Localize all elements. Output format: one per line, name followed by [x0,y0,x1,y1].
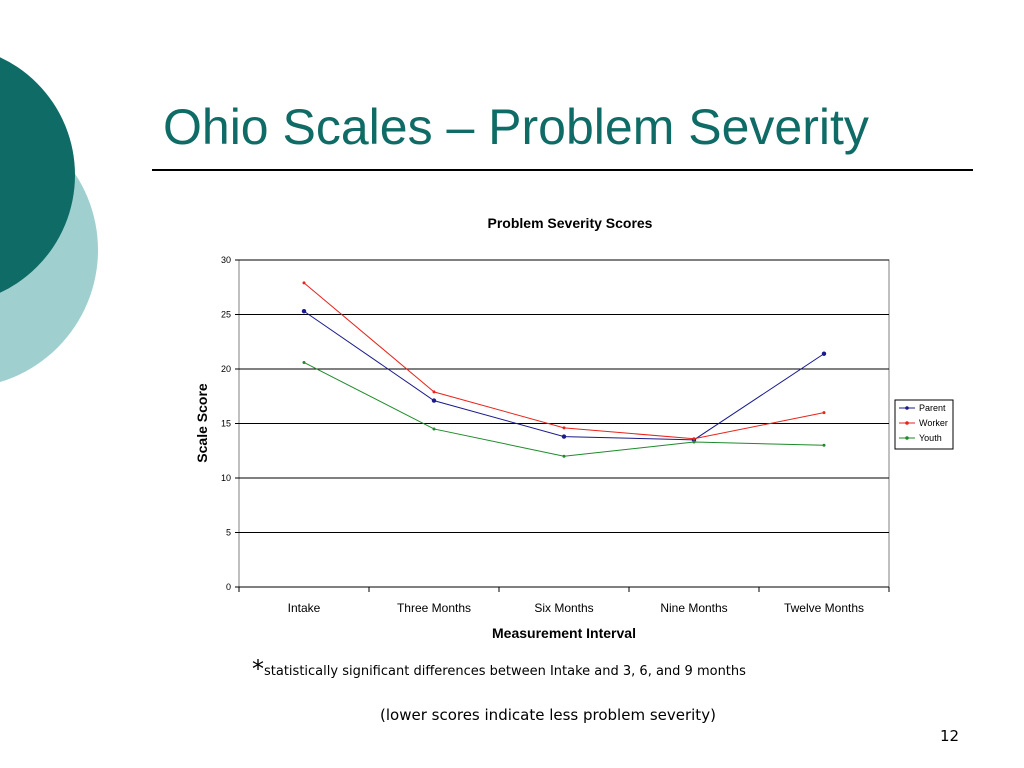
x-tick-label: Twelve Months [784,601,864,615]
data-point-youth [822,443,826,447]
page-number: 12 [940,727,960,745]
legend-marker-parent [905,406,909,410]
footnote-asterisk: * [252,655,264,683]
data-point-parent [561,434,567,439]
data-point-worker [692,437,696,441]
x-tick-label: Six Months [534,601,593,615]
legend-label-youth: Youth [919,433,942,443]
significance-footnote: *statistically significant differences b… [252,655,746,683]
y-axis-label: Scale Score [194,383,210,463]
legend-box [894,399,954,450]
y-tick-label: 30 [221,255,231,265]
data-point-parent [431,398,437,403]
interpretation-note: (lower scores indicate less problem seve… [380,706,716,724]
data-point-parent [301,309,307,314]
chart-title: Problem Severity Scores [488,215,653,231]
data-point-worker [562,426,566,430]
data-point-parent [821,351,827,356]
data-point-youth [562,454,566,458]
x-axis-label: Measurement Interval [492,625,636,641]
data-point-worker [432,390,436,394]
data-point-worker [302,281,306,285]
y-tick-label: 20 [221,364,231,374]
decorative-circles [0,57,98,383]
y-tick-label: 10 [221,473,231,483]
legend-marker-youth [905,436,909,440]
legend-marker-worker [905,421,909,425]
x-tick-label: Nine Months [660,601,727,615]
y-tick-label: 15 [221,419,231,429]
title-divider [152,169,973,171]
x-tick-label: Intake [288,601,321,615]
y-tick-label: 0 [226,582,231,592]
data-point-youth [432,427,436,431]
slide-title: Ohio Scales – Problem Severity [163,99,869,155]
x-tick-label: Three Months [397,601,471,615]
legend-label-parent: Parent [919,403,946,413]
data-point-youth [692,440,696,444]
legend-label-worker: Worker [919,418,948,428]
footnote-text: statistically significant differences be… [264,664,746,679]
y-tick-label: 25 [221,310,231,320]
data-point-worker [822,411,826,415]
dark-teal-circle [0,57,75,293]
data-point-youth [302,360,306,364]
y-tick-label: 5 [226,528,231,538]
